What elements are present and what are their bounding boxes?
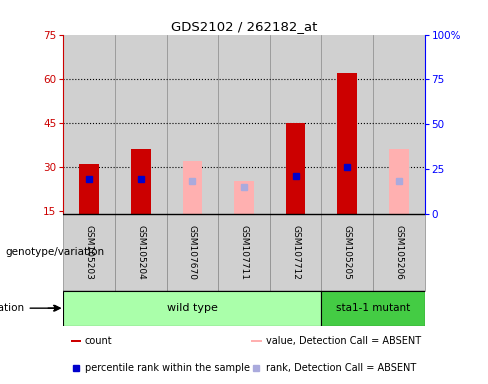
Bar bbox=[80, 164, 99, 214]
Bar bbox=[183, 161, 202, 214]
Bar bbox=[286, 123, 305, 214]
Bar bbox=[63, 35, 115, 214]
Text: percentile rank within the sample: percentile rank within the sample bbox=[85, 363, 250, 373]
Bar bbox=[373, 35, 425, 214]
Bar bbox=[131, 149, 151, 214]
Bar bbox=[322, 291, 425, 326]
Bar bbox=[166, 214, 218, 291]
Text: GSM107711: GSM107711 bbox=[240, 225, 248, 280]
Title: GDS2102 / 262182_at: GDS2102 / 262182_at bbox=[171, 20, 317, 33]
Text: count: count bbox=[85, 336, 113, 346]
Bar bbox=[337, 73, 357, 214]
Bar bbox=[218, 35, 270, 214]
Text: genotype/variation: genotype/variation bbox=[0, 303, 25, 313]
Text: value, Detection Call = ABSENT: value, Detection Call = ABSENT bbox=[265, 336, 421, 346]
Text: GSM107712: GSM107712 bbox=[291, 225, 300, 280]
Bar bbox=[322, 35, 373, 214]
Bar bbox=[63, 291, 322, 326]
Bar bbox=[270, 214, 322, 291]
Bar bbox=[270, 35, 322, 214]
Text: sta1-1 mutant: sta1-1 mutant bbox=[336, 303, 410, 313]
Text: GSM105203: GSM105203 bbox=[85, 225, 94, 280]
Text: rank, Detection Call = ABSENT: rank, Detection Call = ABSENT bbox=[265, 363, 416, 373]
Text: GSM105205: GSM105205 bbox=[343, 225, 352, 280]
Bar bbox=[251, 340, 262, 342]
Bar bbox=[71, 340, 81, 342]
Bar bbox=[166, 35, 218, 214]
Bar bbox=[322, 214, 373, 291]
Bar bbox=[63, 214, 115, 291]
Text: wild type: wild type bbox=[167, 303, 218, 313]
Bar bbox=[115, 35, 166, 214]
Text: GSM105204: GSM105204 bbox=[136, 225, 145, 280]
Bar bbox=[373, 214, 425, 291]
Bar bbox=[234, 182, 254, 214]
Text: genotype/variation: genotype/variation bbox=[5, 247, 104, 257]
Text: GSM105206: GSM105206 bbox=[394, 225, 403, 280]
Bar bbox=[218, 214, 270, 291]
Bar bbox=[389, 149, 408, 214]
Text: GSM107670: GSM107670 bbox=[188, 225, 197, 280]
Bar bbox=[115, 214, 166, 291]
